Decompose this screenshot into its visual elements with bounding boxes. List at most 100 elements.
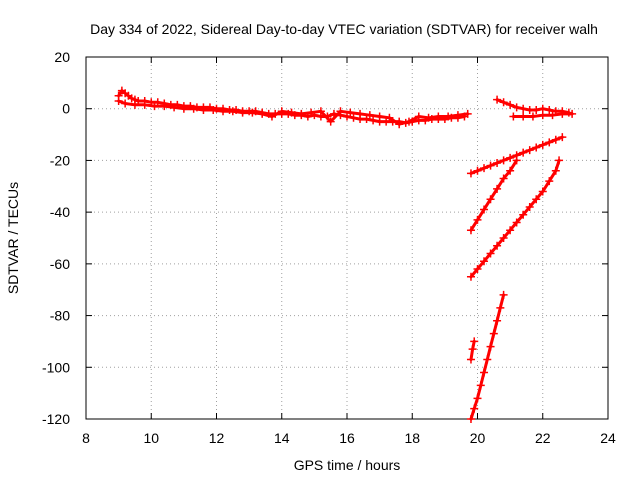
y-tick-label: 20 bbox=[54, 49, 70, 65]
series-4 bbox=[466, 133, 567, 178]
data-point bbox=[349, 113, 358, 122]
data-point bbox=[483, 355, 492, 364]
data-point bbox=[532, 106, 541, 115]
data-point bbox=[486, 342, 495, 351]
data-point bbox=[538, 187, 547, 196]
data-point bbox=[114, 96, 123, 105]
data-point bbox=[463, 109, 472, 118]
data-point bbox=[493, 316, 502, 325]
data-point bbox=[453, 111, 462, 120]
data-point bbox=[493, 95, 502, 104]
data-point bbox=[480, 257, 489, 266]
data-point bbox=[473, 394, 482, 403]
data-point bbox=[470, 404, 479, 413]
data-point bbox=[150, 102, 159, 111]
data-point bbox=[287, 108, 296, 117]
x-tick-label: 20 bbox=[470, 430, 486, 446]
data-point bbox=[486, 249, 495, 258]
data-point bbox=[365, 111, 374, 120]
data-point bbox=[160, 102, 169, 111]
data-point bbox=[499, 156, 508, 165]
data-point bbox=[506, 100, 515, 109]
data-point bbox=[466, 415, 475, 423]
data-point bbox=[506, 153, 515, 162]
data-point bbox=[519, 112, 528, 121]
data-point bbox=[336, 107, 345, 116]
data-point bbox=[444, 112, 453, 121]
data-point bbox=[356, 109, 365, 118]
data-point bbox=[525, 202, 534, 211]
data-point bbox=[395, 120, 404, 129]
data-point bbox=[506, 226, 515, 235]
series-7 bbox=[466, 337, 479, 364]
data-point bbox=[476, 381, 485, 390]
data-point bbox=[512, 218, 521, 227]
data-point bbox=[480, 368, 489, 377]
data-point bbox=[179, 104, 188, 113]
data-point bbox=[558, 133, 567, 142]
x-tick-label: 14 bbox=[274, 430, 290, 446]
data-point bbox=[297, 109, 306, 118]
data-point bbox=[473, 265, 482, 274]
series-trace bbox=[469, 158, 519, 232]
data-point bbox=[509, 112, 518, 121]
data-point bbox=[375, 112, 384, 121]
data-point bbox=[121, 99, 130, 108]
x-tick-label: 18 bbox=[404, 430, 420, 446]
data-point bbox=[480, 205, 489, 214]
data-point bbox=[545, 106, 554, 115]
data-point bbox=[499, 234, 508, 242]
data-point bbox=[466, 355, 475, 364]
y-tick-label: -40 bbox=[50, 204, 70, 220]
data-point bbox=[493, 159, 502, 168]
data-point bbox=[434, 112, 443, 121]
data-point bbox=[545, 177, 554, 186]
data-point bbox=[538, 111, 547, 120]
data-point bbox=[414, 112, 423, 121]
data-point bbox=[170, 103, 179, 112]
y-tick-label: -120 bbox=[42, 411, 70, 427]
y-axis-label: SDTVAR / TECUs bbox=[5, 182, 21, 294]
data-point bbox=[499, 98, 508, 107]
data-point bbox=[558, 109, 567, 118]
x-tick-label: 22 bbox=[535, 430, 551, 446]
data-point bbox=[548, 111, 557, 120]
x-tick-label: 12 bbox=[209, 430, 225, 446]
data-point bbox=[519, 210, 528, 219]
data-point bbox=[538, 140, 547, 149]
data-point bbox=[493, 241, 502, 250]
data-point bbox=[499, 290, 508, 299]
data-point bbox=[512, 103, 521, 112]
data-point bbox=[424, 113, 433, 122]
data-point bbox=[248, 108, 257, 117]
data-point bbox=[473, 166, 482, 175]
data-point bbox=[307, 108, 316, 117]
x-tick-label: 24 bbox=[600, 430, 616, 446]
data-point bbox=[499, 174, 508, 183]
x-tick-label: 8 bbox=[82, 430, 90, 446]
data-point bbox=[140, 100, 149, 109]
data-point bbox=[466, 169, 475, 178]
y-tick-label: -60 bbox=[50, 256, 70, 272]
chart-title: Day 334 of 2022, Sidereal Day-to-day VTE… bbox=[90, 21, 598, 37]
series-3 bbox=[509, 109, 577, 121]
data-point bbox=[486, 161, 495, 170]
series-6 bbox=[466, 156, 564, 281]
data-point bbox=[228, 107, 237, 116]
data-point bbox=[199, 106, 208, 115]
data-points bbox=[114, 86, 577, 423]
data-point bbox=[470, 337, 479, 346]
data-point bbox=[316, 107, 325, 116]
data-point bbox=[473, 215, 482, 224]
data-point bbox=[238, 108, 247, 117]
y-tick-label: -80 bbox=[50, 308, 70, 324]
x-axis-label: GPS time / hours bbox=[294, 457, 401, 473]
data-point bbox=[466, 272, 475, 281]
data-point bbox=[466, 226, 475, 235]
data-point bbox=[528, 112, 537, 121]
data-point bbox=[551, 166, 560, 175]
data-point bbox=[267, 112, 276, 121]
data-point bbox=[326, 117, 335, 126]
data-point bbox=[489, 329, 498, 338]
